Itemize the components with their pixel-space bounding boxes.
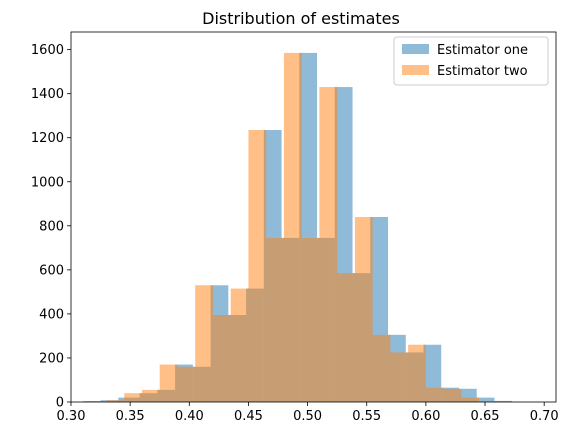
x-tick-label: 0.30 (57, 409, 86, 424)
bar-estimator-two-10 (266, 237, 284, 402)
axes-layer: 0.30 0.35 0.40 0.45 0.50 0.55 0.60 0.65 0.70 0 200… (31, 31, 559, 424)
bar-estimator-one-22 (476, 397, 495, 402)
legend-swatch (402, 65, 429, 75)
x-tick-label: 0.50 (293, 409, 322, 424)
bars-layer (82, 52, 513, 403)
bar-estimator-two-12 (301, 237, 320, 402)
y-tick-label: 200 (39, 351, 64, 366)
bar-estimator-two-3 (141, 389, 160, 402)
bar-estimator-two-21 (461, 397, 480, 402)
legend: Estimator one Estimator two (393, 36, 549, 86)
x-tick-label: 0.35 (116, 409, 145, 424)
x-tick-label: 0.40 (175, 409, 204, 424)
x-tick-label: 0.60 (411, 409, 440, 424)
bar-estimator-two-2 (124, 393, 142, 402)
bar-estimator-two-14 (337, 273, 355, 402)
x-tick-label: 0.70 (530, 409, 559, 424)
bar-estimator-two-13 (319, 87, 338, 402)
chart-title: Distribution of estimates (202, 9, 400, 28)
bar-estimator-two-6 (195, 285, 213, 402)
bar-estimator-two-18 (408, 344, 426, 402)
y-tick-label: 800 (39, 219, 64, 234)
bar-estimator-two-4 (159, 364, 178, 402)
series-estimator-two (88, 52, 480, 403)
y-tick-label: 1000 (31, 175, 64, 190)
legend-label: Estimator two (437, 64, 528, 79)
plot-frame (70, 31, 557, 403)
bar-estimator-two-19 (425, 387, 444, 402)
legend-swatch (402, 44, 429, 54)
bar-estimator-one-23 (494, 400, 513, 402)
legend-label: Estimator one (437, 43, 528, 58)
legend-box (393, 36, 549, 86)
bar-estimator-two-11 (283, 52, 302, 403)
bar-estimator-two-8 (230, 288, 249, 402)
y-tick-label: 600 (39, 263, 64, 278)
x-tick-label: 0.65 (471, 409, 500, 424)
x-tick-label: 0.55 (352, 409, 381, 424)
bar-estimator-two-20 (443, 388, 462, 402)
bar-estimator-two-17 (390, 352, 409, 402)
y-tick-label: 0 (56, 396, 64, 411)
bar-estimator-two-5 (177, 366, 196, 402)
y-tick-label: 1200 (31, 131, 64, 146)
bar-estimator-two-9 (248, 130, 267, 402)
bar-estimator-two-16 (372, 334, 391, 402)
y-tick-label: 1600 (31, 43, 64, 58)
bar-estimator-two-15 (354, 217, 373, 402)
x-tick-label: 0.45 (234, 409, 263, 424)
bar-estimator-two-7 (212, 315, 231, 402)
y-tick-label: 400 (39, 307, 64, 322)
bar-estimator-two-1 (106, 400, 125, 402)
y-tick-label: 1400 (31, 87, 64, 102)
